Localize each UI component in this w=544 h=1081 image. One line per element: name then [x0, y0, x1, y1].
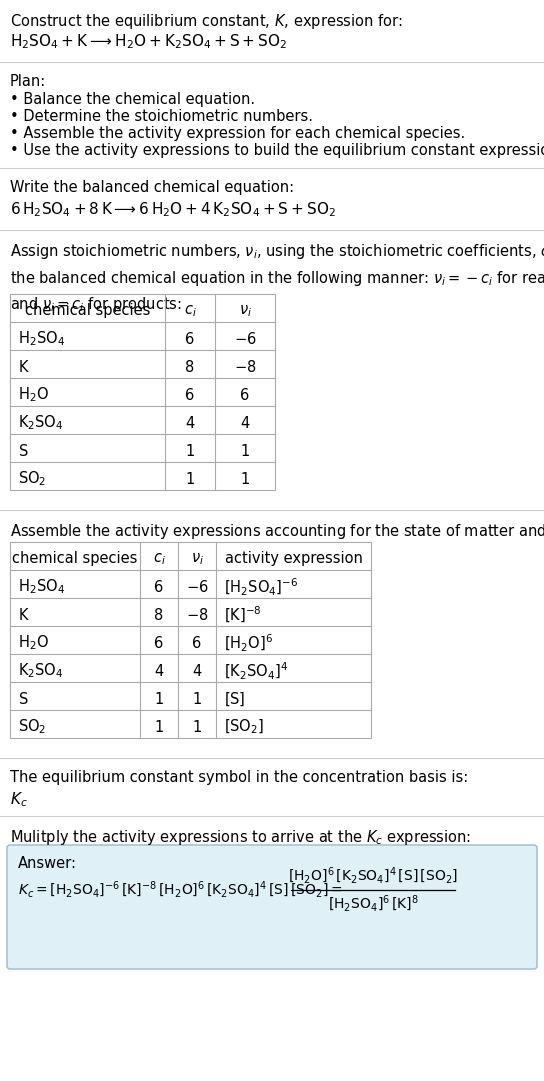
Bar — [10, 294, 275, 490]
Text: $\mathrm{K}$: $\mathrm{K}$ — [18, 359, 30, 375]
Text: $-8$: $-8$ — [186, 608, 208, 623]
Text: • Use the activity expressions to build the equilibrium constant expression.: • Use the activity expressions to build … — [10, 143, 544, 158]
Text: $\mathrm{K_2SO_4}$: $\mathrm{K_2SO_4}$ — [18, 414, 64, 432]
Text: 6: 6 — [240, 387, 250, 402]
Text: 8: 8 — [154, 608, 164, 623]
FancyBboxPatch shape — [7, 845, 537, 969]
Text: 6: 6 — [186, 332, 195, 347]
Text: $[\mathrm{SO_2}]$: $[\mathrm{SO_2}]$ — [224, 718, 264, 736]
Bar — [10, 542, 371, 738]
Text: $\mathrm{K_2SO_4}$: $\mathrm{K_2SO_4}$ — [18, 662, 64, 680]
Text: $[\mathrm{H_2SO_4}]^{-6}$: $[\mathrm{H_2SO_4}]^{-6}$ — [224, 576, 298, 598]
Text: 1: 1 — [154, 692, 164, 707]
Text: $\nu_i$: $\nu_i$ — [238, 303, 251, 319]
Text: 6: 6 — [154, 579, 164, 595]
Text: • Determine the stoichiometric numbers.: • Determine the stoichiometric numbers. — [10, 109, 313, 124]
Text: $\mathrm{H_2SO_4}$: $\mathrm{H_2SO_4}$ — [18, 577, 65, 597]
Text: 6: 6 — [193, 636, 202, 651]
Text: 1: 1 — [186, 471, 195, 486]
Text: $K_c$: $K_c$ — [10, 790, 28, 809]
Text: $\mathrm{SO_2}$: $\mathrm{SO_2}$ — [18, 718, 46, 736]
Text: chemical species: chemical species — [25, 304, 150, 319]
Text: $[\mathrm{K}]^{-8}$: $[\mathrm{K}]^{-8}$ — [224, 605, 262, 625]
Text: 6: 6 — [154, 636, 164, 651]
Text: Answer:: Answer: — [18, 856, 77, 871]
Text: 4: 4 — [186, 415, 195, 430]
Text: $-8$: $-8$ — [234, 359, 256, 375]
Text: Assign stoichiometric numbers, $\nu_i$, using the stoichiometric coefficients, $: Assign stoichiometric numbers, $\nu_i$, … — [10, 242, 544, 315]
Text: Plan:: Plan: — [10, 74, 46, 89]
Text: $6\,\mathrm{H_2SO_4} + 8\,\mathrm{K} \longrightarrow 6\,\mathrm{H_2O} + 4\,\math: $6\,\mathrm{H_2SO_4} + 8\,\mathrm{K} \lo… — [10, 200, 336, 218]
Text: $[\mathrm{H_2SO_4}]^{6}\,[\mathrm{K}]^{8}$: $[\mathrm{H_2SO_4}]^{6}\,[\mathrm{K}]^{8… — [327, 894, 418, 915]
Text: $\mathrm{K}$: $\mathrm{K}$ — [18, 608, 30, 623]
Text: $\nu_i$: $\nu_i$ — [190, 551, 203, 566]
Text: The equilibrium constant symbol in the concentration basis is:: The equilibrium constant symbol in the c… — [10, 770, 468, 785]
Text: 1: 1 — [240, 471, 250, 486]
Text: Mulitply the activity expressions to arrive at the $K_c$ expression:: Mulitply the activity expressions to arr… — [10, 828, 471, 848]
Text: Write the balanced chemical equation:: Write the balanced chemical equation: — [10, 181, 294, 195]
Text: 4: 4 — [154, 664, 164, 679]
Text: $-6$: $-6$ — [186, 579, 208, 595]
Text: chemical species: chemical species — [13, 551, 138, 566]
Text: 1: 1 — [154, 720, 164, 734]
Text: $[\mathrm{H_2O}]^{6}\,[\mathrm{K_2SO_4}]^{4}\,[\mathrm{S}]\,[\mathrm{SO_2}]$: $[\mathrm{H_2O}]^{6}\,[\mathrm{K_2SO_4}]… — [288, 866, 458, 886]
Text: $c_i$: $c_i$ — [183, 303, 196, 319]
Text: $\mathrm{H_2SO_4} + \mathrm{K} \longrightarrow \mathrm{H_2O} + \mathrm{K_2SO_4} : $\mathrm{H_2SO_4} + \mathrm{K} \longrigh… — [10, 32, 287, 51]
Text: activity expression: activity expression — [225, 551, 362, 566]
Text: 4: 4 — [193, 664, 202, 679]
Text: $\mathrm{S}$: $\mathrm{S}$ — [18, 691, 28, 707]
Text: $[\mathrm{H_2O}]^{6}$: $[\mathrm{H_2O}]^{6}$ — [224, 632, 273, 654]
Text: • Balance the chemical equation.: • Balance the chemical equation. — [10, 92, 255, 107]
Text: Construct the equilibrium constant, $K$, expression for:: Construct the equilibrium constant, $K$,… — [10, 12, 403, 31]
Text: Assemble the activity expressions accounting for the state of matter and $\nu_i$: Assemble the activity expressions accoun… — [10, 522, 544, 540]
Text: $[\mathrm{S}]$: $[\mathrm{S}]$ — [224, 691, 245, 708]
Text: $\mathrm{H_2O}$: $\mathrm{H_2O}$ — [18, 386, 49, 404]
Text: $\mathrm{S}$: $\mathrm{S}$ — [18, 443, 28, 459]
Text: 1: 1 — [186, 443, 195, 458]
Text: • Assemble the activity expression for each chemical species.: • Assemble the activity expression for e… — [10, 126, 465, 141]
Text: $c_i$: $c_i$ — [152, 551, 165, 566]
Text: $-6$: $-6$ — [234, 331, 256, 347]
Text: 1: 1 — [240, 443, 250, 458]
Text: $\mathrm{H_2SO_4}$: $\mathrm{H_2SO_4}$ — [18, 330, 65, 348]
Text: 1: 1 — [193, 692, 202, 707]
Text: 4: 4 — [240, 415, 250, 430]
Text: $\mathrm{H_2O}$: $\mathrm{H_2O}$ — [18, 633, 49, 652]
Text: 6: 6 — [186, 387, 195, 402]
Text: $K_c = [\mathrm{H_2SO_4}]^{-6}\,[\mathrm{K}]^{-8}\,[\mathrm{H_2O}]^{6}\,[\mathrm: $K_c = [\mathrm{H_2SO_4}]^{-6}\,[\mathrm… — [18, 880, 342, 900]
Text: 8: 8 — [186, 360, 195, 374]
Text: 1: 1 — [193, 720, 202, 734]
Text: $[\mathrm{K_2SO_4}]^{4}$: $[\mathrm{K_2SO_4}]^{4}$ — [224, 660, 288, 681]
Text: $\mathrm{SO_2}$: $\mathrm{SO_2}$ — [18, 469, 46, 489]
